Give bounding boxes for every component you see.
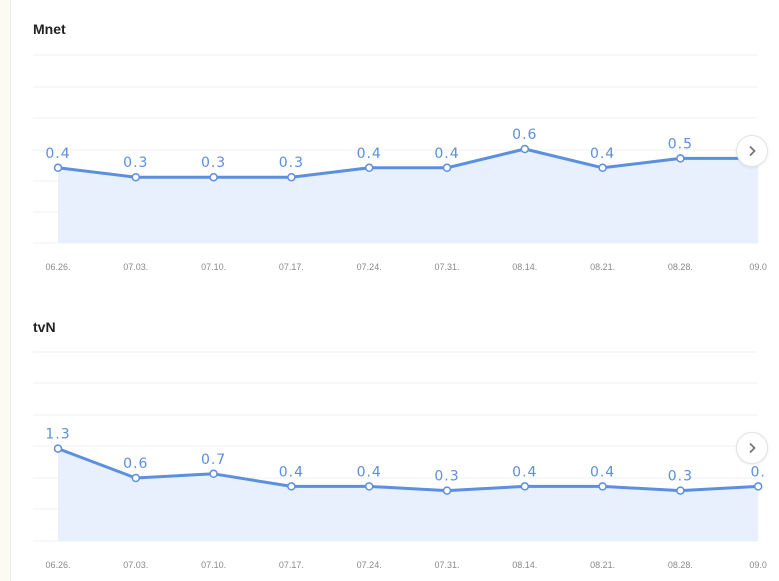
x-tick-label: 09.0 [749, 262, 767, 272]
data-point [131, 473, 141, 483]
data-label: 0.3 [279, 155, 304, 171]
data-label: 0. [751, 464, 766, 480]
data-point [53, 444, 63, 453]
data-label: 0.4 [45, 146, 70, 162]
x-tick-label: 08.28. [668, 560, 693, 570]
chart-panel-mnet: Mnet 0.4 06.26. 0.3 07.03. 0.3 07.10. 0.3 07.17… [11, 0, 779, 290]
data-point [442, 486, 452, 495]
data-label: 0.3 [123, 155, 148, 171]
data-point [442, 163, 452, 173]
data-label: 0.3 [668, 469, 693, 485]
x-tick-label: 06.26. [45, 262, 70, 272]
x-tick-label: 06.26. [45, 560, 70, 570]
data-label: 0.4 [279, 464, 304, 480]
x-tick-label: 09.0 [749, 560, 767, 570]
chevron-right-icon [749, 145, 756, 157]
data-point [598, 163, 607, 173]
data-label: 0.5 [668, 136, 693, 152]
series-line [57, 147, 759, 179]
line-chart-mnet: 0.4 06.26. 0.3 07.03. 0.3 07.10. 0.3 07.17. 0.4 0… [33, 54, 767, 272]
data-label: 0.3 [201, 155, 226, 171]
x-tick-label: 08.21. [590, 262, 615, 272]
x-tick-label: 07.24. [357, 560, 382, 570]
data-label: 0.3 [434, 469, 459, 485]
data-point [287, 482, 296, 491]
next-button[interactable] [736, 432, 768, 464]
series-line [57, 447, 759, 493]
x-tick-label: 08.14. [512, 262, 537, 272]
x-tick-label: 07.10. [201, 262, 226, 272]
data-label: 1.3 [45, 427, 70, 443]
x-tick-label: 08.14. [512, 560, 537, 570]
chart-panel-tvn: tvN 1.3 06.26. 0.6 07.03. 0.7 07.10. 0.4 07.17.… [11, 300, 779, 581]
data-point [209, 172, 218, 182]
x-tick-label: 07.31. [434, 262, 459, 272]
chevron-right-icon [749, 442, 756, 454]
ratings-card: Mnet 0.4 06.26. 0.3 07.03. 0.3 07.10. 0.3 07.17… [10, 0, 779, 581]
data-label: 0.4 [357, 146, 382, 162]
data-point [53, 163, 63, 173]
data-label: 0.7 [201, 452, 226, 468]
chart-title: Mnet [33, 21, 66, 37]
next-button[interactable] [736, 135, 768, 167]
data-label: 0.4 [590, 146, 615, 162]
line-chart-tvn: 1.3 06.26. 0.6 07.03. 0.7 07.10. 0.4 07.17. 0.4 0… [33, 351, 767, 570]
data-point [598, 482, 607, 491]
x-tick-label: 08.21. [590, 560, 615, 570]
data-label: 0.6 [512, 127, 537, 143]
x-tick-label: 08.28. [668, 262, 693, 272]
x-tick-label: 07.31. [434, 560, 459, 570]
chart-title: tvN [33, 319, 56, 335]
data-point [364, 482, 374, 491]
x-tick-label: 07.24. [357, 262, 382, 272]
x-tick-label: 07.03. [123, 560, 148, 570]
x-tick-label: 07.10. [201, 560, 226, 570]
data-point [131, 172, 141, 182]
data-label: 0.4 [590, 464, 615, 480]
data-label: 0.4 [434, 146, 459, 162]
data-point [676, 154, 685, 163]
data-label: 0.4 [512, 464, 537, 480]
data-label: 0.4 [357, 464, 382, 480]
x-tick-label: 07.17. [279, 560, 304, 570]
data-point [287, 172, 296, 182]
data-point [520, 482, 530, 491]
series-area [58, 448, 759, 541]
data-point [676, 486, 685, 495]
data-point [753, 482, 763, 491]
data-point [520, 144, 530, 154]
data-point [364, 163, 374, 173]
data-label: 0.6 [123, 456, 148, 472]
x-tick-label: 07.17. [279, 262, 304, 272]
data-point [209, 469, 218, 479]
series-area [58, 149, 759, 243]
x-tick-label: 07.03. [123, 262, 148, 272]
